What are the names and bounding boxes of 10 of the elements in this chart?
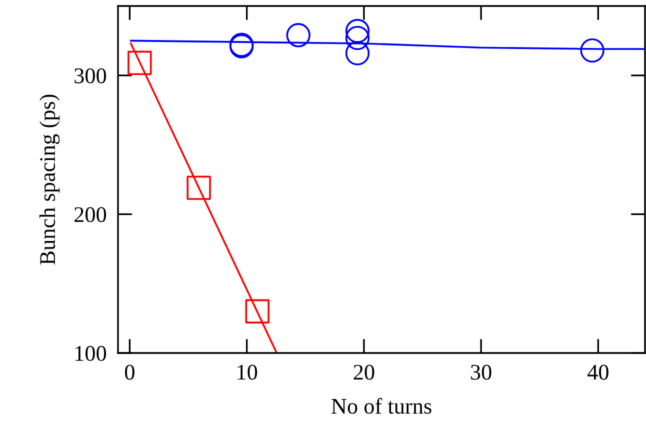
x-tick-label: 30 xyxy=(470,364,492,380)
x-tick-label: 40 xyxy=(587,364,608,380)
x-tick-label: 0 xyxy=(125,364,134,380)
y-axis-title: Bunch spacing (ps) xyxy=(39,94,60,265)
y-tick-label: 300 xyxy=(74,68,106,84)
x-tick-label: 10 xyxy=(238,364,258,380)
y-tick-label: 200 xyxy=(74,207,106,222)
x-tick-label: 20 xyxy=(354,364,374,380)
x-axis-title: No of turns xyxy=(332,398,432,414)
y-tick-label: 100 xyxy=(76,346,106,361)
